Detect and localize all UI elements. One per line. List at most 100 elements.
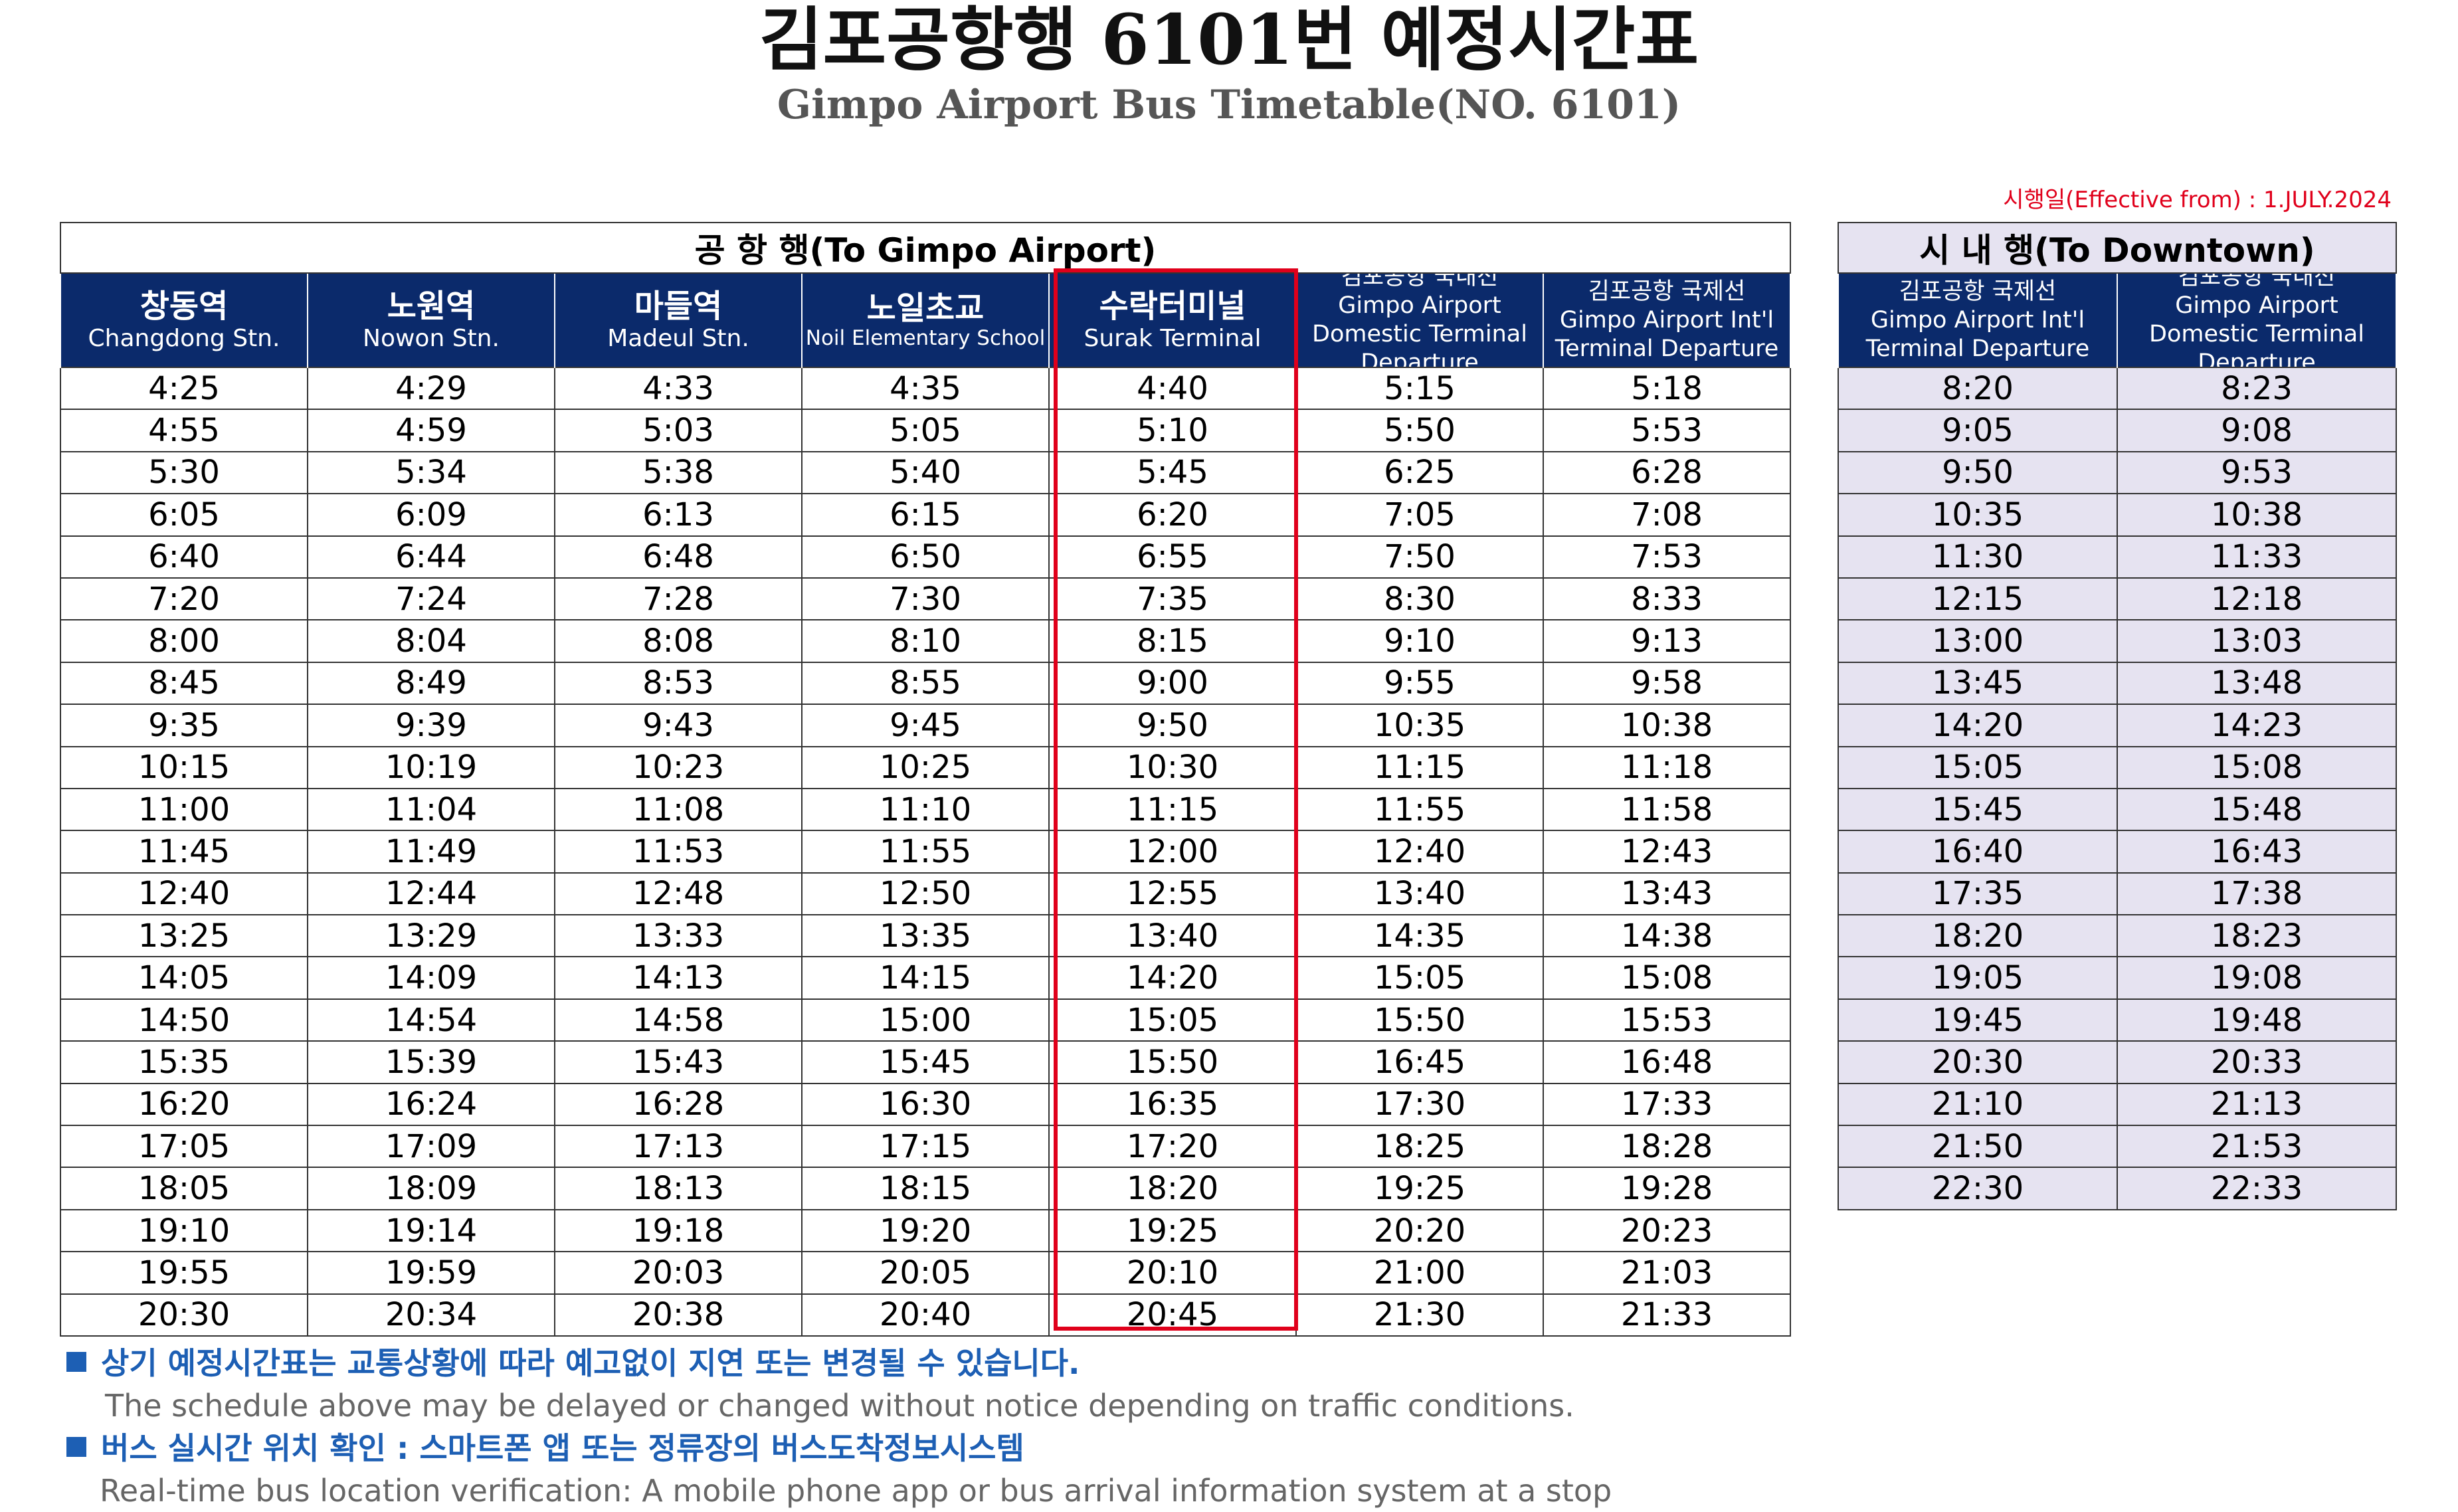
table-row: 13:00 13:03 (1838, 619, 2398, 663)
time-cell: 8:49 (307, 661, 555, 706)
time-cell: 5:38 (554, 450, 803, 495)
header-gimpo-intl: 김포공항 국제선 Gimpo Airport Int'l Terminal De… (1838, 273, 2118, 367)
time-cell: 17:33 (1542, 1082, 1792, 1127)
time-cell: 15:35 (60, 1040, 308, 1084)
time-cell: 13:48 (2116, 661, 2398, 706)
time-cell: 16:30 (801, 1082, 1050, 1127)
time-cell: 21:30 (1295, 1293, 1544, 1337)
time-cell: 14:20 (1838, 704, 2118, 747)
time-cell: 10:23 (554, 745, 803, 789)
time-cell: 11:15 (1295, 745, 1544, 789)
time-cell: 13:45 (1838, 661, 2118, 706)
time-cell: 11:04 (307, 787, 555, 832)
time-cell: 5:30 (60, 450, 308, 495)
time-cell: 20:03 (554, 1251, 803, 1295)
table-row: 11:30 11:33 (1838, 535, 2398, 579)
header-label-ko: 노원역 (387, 287, 476, 325)
time-cell: 8:10 (801, 619, 1050, 663)
time-cell: 13:40 (1048, 914, 1297, 958)
header-gimpo-intl: 김포공항 국제선 Gimpo Airport Int'l Terminal De… (1542, 273, 1792, 367)
header-line: 김포공항 국제선 (1899, 278, 2057, 305)
time-cell: 5:18 (1542, 366, 1792, 411)
header-nowon: 노원역 Nowon Stn. (307, 273, 555, 367)
time-cell: 8:20 (1838, 366, 2118, 411)
time-cell: 9:10 (1295, 619, 1544, 663)
time-cell: 19:05 (1838, 956, 2118, 1000)
time-cell: 21:03 (1542, 1251, 1792, 1295)
time-cell: 15:43 (554, 1040, 803, 1084)
header-label-en: Madeul Stn. (607, 324, 749, 352)
time-cell: 13:33 (554, 914, 803, 958)
table-row: 20:30 20:33 (1838, 1040, 2398, 1084)
time-cell: 21:33 (1542, 1293, 1792, 1337)
time-cell: 11:49 (307, 830, 555, 874)
time-cell: 15:50 (1048, 1040, 1297, 1084)
table-row: 4:25 4:29 4:33 4:35 4:40 5:15 5:18 (60, 366, 1792, 411)
table-row: 8:45 8:49 8:53 8:55 9:00 9:55 9:58 (60, 661, 1792, 706)
time-cell: 17:20 (1048, 1125, 1297, 1169)
table-row: 11:00 11:04 11:08 11:10 11:15 11:55 11:58 (60, 787, 1792, 832)
time-cell: 15:48 (2116, 787, 2398, 832)
time-cell: 6:48 (554, 535, 803, 579)
time-cell: 11:55 (801, 830, 1050, 874)
time-cell: 7:50 (1295, 535, 1544, 579)
header-line: 김포공항 국내선 (2178, 274, 2336, 290)
time-cell: 5:53 (1542, 409, 1792, 452)
time-cell: 11:08 (554, 787, 803, 832)
time-cell: 12:15 (1838, 577, 2118, 621)
time-cell: 10:25 (801, 745, 1050, 789)
time-cell: 15:50 (1295, 998, 1544, 1042)
time-cell: 9:00 (1048, 661, 1297, 706)
time-cell: 12:43 (1542, 830, 1792, 874)
table-row: 10:35 10:38 (1838, 493, 2398, 537)
table-row: 9:50 9:53 (1838, 450, 2398, 495)
time-cell: 9:39 (307, 704, 555, 747)
time-cell: 16:20 (60, 1082, 308, 1127)
table-row: 16:40 16:43 (1838, 830, 2398, 874)
page-subtitle: Gimpo Airport Bus Timetable(NO. 6101) (777, 82, 1681, 128)
time-cell: 13:00 (1838, 619, 2118, 663)
time-cell: 11:58 (1542, 787, 1792, 832)
time-cell: 6:25 (1295, 450, 1544, 495)
time-cell: 19:25 (1048, 1208, 1297, 1253)
time-cell: 8:45 (60, 661, 308, 706)
time-cell: 14:20 (1048, 956, 1297, 1000)
time-cell: 11:30 (1838, 535, 2118, 579)
table-row: 15:05 15:08 (1838, 745, 2398, 789)
time-cell: 8:04 (307, 619, 555, 663)
time-cell: 9:50 (1048, 704, 1297, 747)
time-cell: 5:03 (554, 409, 803, 452)
time-cell: 8:00 (60, 619, 308, 663)
time-cell: 14:23 (2116, 704, 2398, 747)
header-line: Terminal Departure (1555, 335, 1779, 362)
time-cell: 14:50 (60, 998, 308, 1042)
to-downtown-timetable: 시 내 행(To Downtown) 김포공항 국제선 Gimpo Airpor… (1837, 222, 2398, 1210)
time-cell: 6:55 (1048, 535, 1297, 579)
time-cell: 9:53 (2116, 450, 2398, 495)
time-cell: 20:45 (1048, 1293, 1297, 1337)
effective-date: 시행일(Effective from) : 1.JULY.2024 (2003, 187, 2392, 213)
table-row: 6:40 6:44 6:48 6:50 6:55 7:50 7:53 (60, 535, 1792, 579)
table-row: 13:25 13:29 13:33 13:35 13:40 14:35 14:38 (60, 914, 1792, 958)
time-cell: 20:30 (60, 1293, 308, 1337)
time-cell: 11:18 (1542, 745, 1792, 789)
table-row: 14:50 14:54 14:58 15:00 15:05 15:50 15:53 (60, 998, 1792, 1042)
time-cell: 9:05 (1838, 409, 2118, 452)
time-cell: 18:15 (801, 1167, 1050, 1210)
time-cell: 8:23 (2116, 366, 2398, 411)
time-cell: 6:44 (307, 535, 555, 579)
time-cell: 22:33 (2116, 1167, 2398, 1210)
note-1-en: The schedule above may be delayed or cha… (105, 1388, 1574, 1424)
time-cell: 20:23 (1542, 1208, 1792, 1253)
time-cell: 15:05 (1295, 956, 1544, 1000)
time-cell: 12:40 (1295, 830, 1544, 874)
time-cell: 17:05 (60, 1125, 308, 1169)
time-cell: 12:18 (2116, 577, 2398, 621)
header-line: Gimpo Airport (2175, 292, 2338, 319)
header-label-ko: 창동역 (140, 287, 229, 325)
time-cell: 9:50 (1838, 450, 2118, 495)
table-row: 8:20 8:23 (1838, 366, 2398, 411)
time-cell: 5:34 (307, 450, 555, 495)
time-cell: 20:05 (801, 1251, 1050, 1295)
note-2-en: Real-time bus location verification: A m… (100, 1473, 1612, 1509)
